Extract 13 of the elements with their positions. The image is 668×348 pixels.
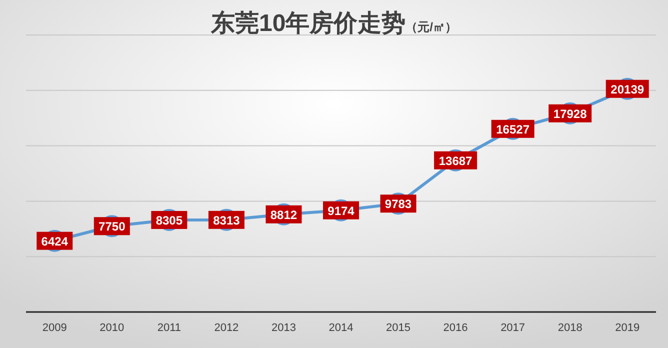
- x-tick-label: 2010: [100, 322, 124, 334]
- x-tick-label: 2012: [214, 322, 239, 334]
- x-tick-label: 2011: [157, 322, 182, 334]
- chart-subtitle: （元/㎡）: [406, 20, 458, 34]
- x-tick-label: 2015: [386, 322, 411, 334]
- chart-title: 东莞10年房价走势: [210, 10, 406, 37]
- x-tick-label: 2014: [328, 322, 354, 334]
- x-tick-label: 2017: [500, 322, 526, 334]
- x-tick-label: 2019: [615, 322, 640, 334]
- x-tick-label: 2013: [271, 322, 296, 334]
- x-tick-label: 2016: [443, 322, 468, 334]
- x-tick-label: 2018: [558, 322, 582, 334]
- x-tick-label: 2009: [42, 322, 67, 334]
